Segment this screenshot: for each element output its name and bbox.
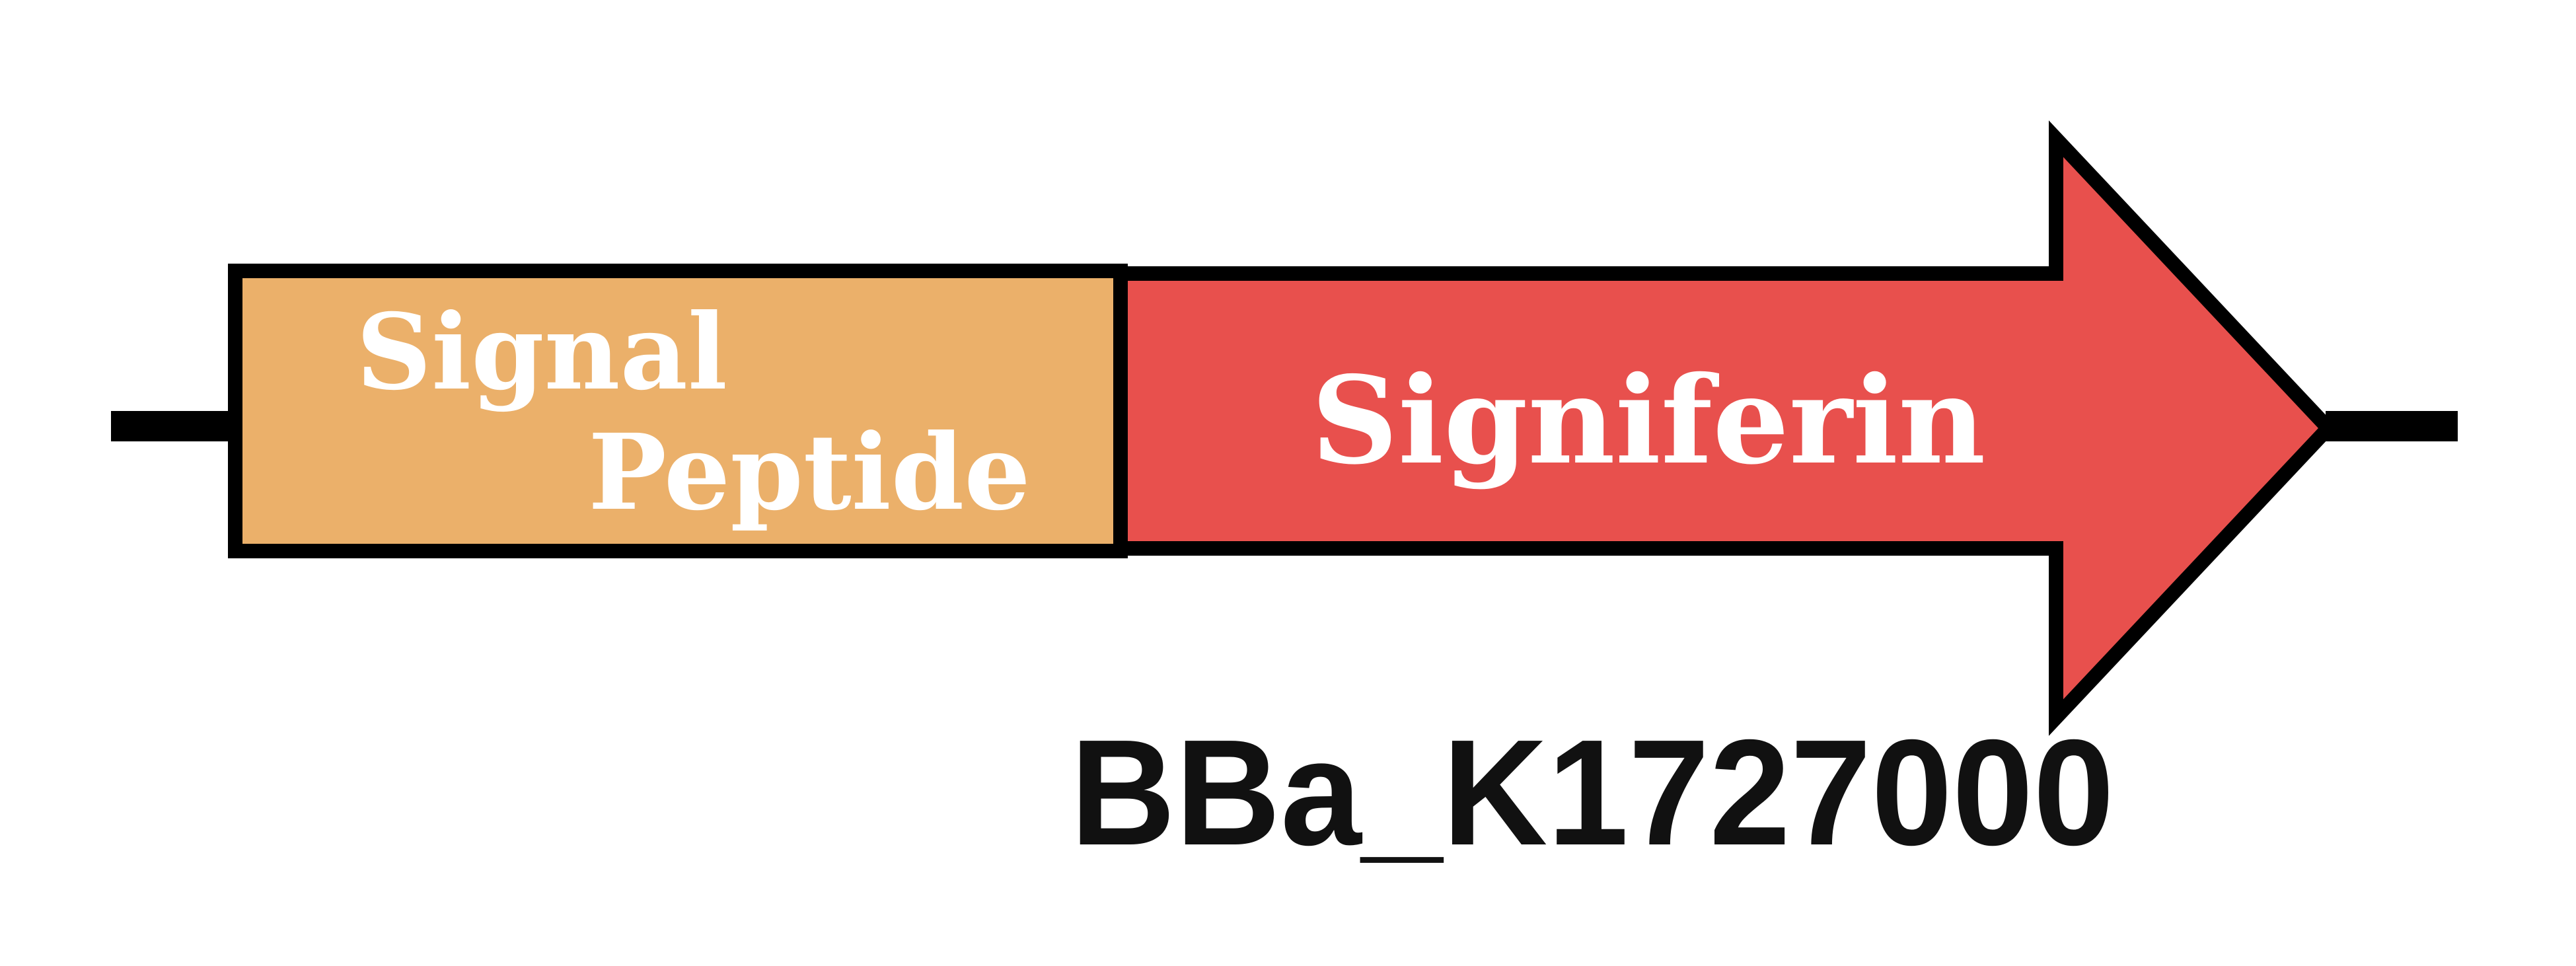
signal-peptide-box [228,264,1128,558]
signiferin-label: Signiferin [1311,350,1986,491]
signal-peptide-label-line2: Peptide [588,412,1031,534]
backbone-line-left [111,411,237,441]
part-id-label: BBa_K1727000 [1070,709,2114,877]
signal-peptide-label-line1: Signal [356,291,727,414]
signiferin-arrow [1109,120,2339,736]
backbone-line-right [2326,411,2458,441]
